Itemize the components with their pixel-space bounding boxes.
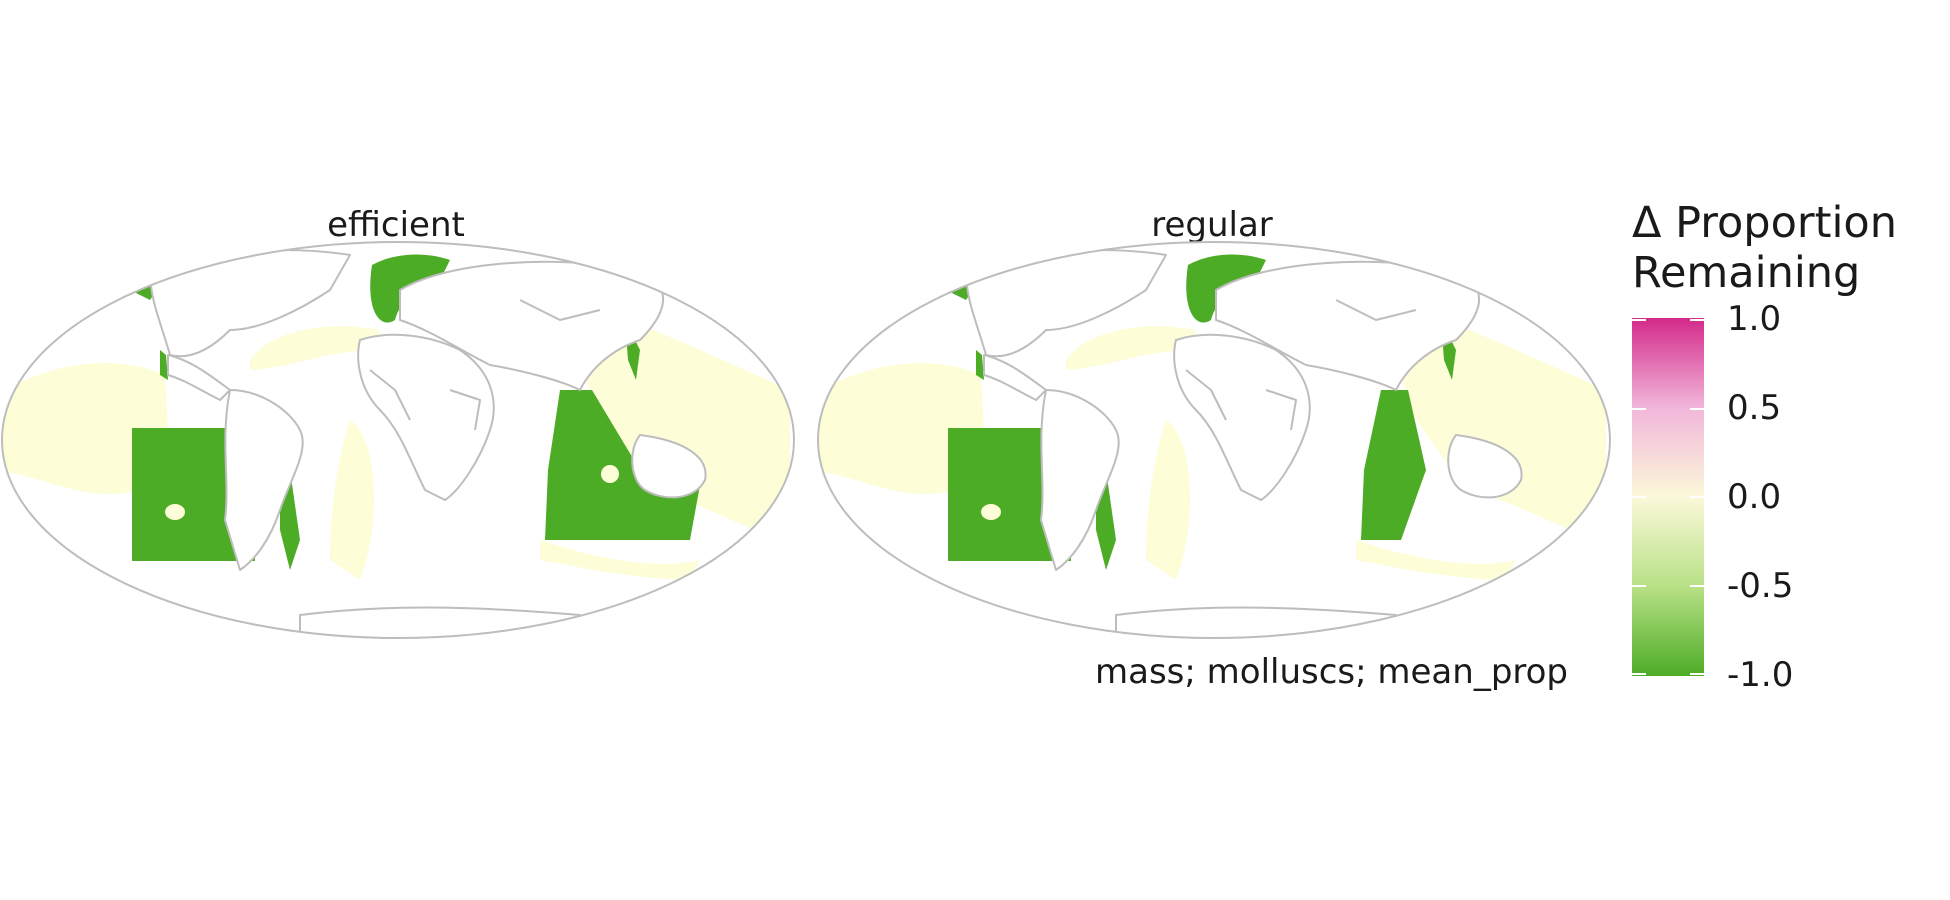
panel-title-regular: regular [1151,205,1273,245]
near-zero-ocean-regions [2,300,790,580]
legend-tick-0: 0.0 [1727,477,1782,517]
legend-title-line1: Δ Proportion [1632,198,1897,248]
map-efficient [1,241,795,639]
near-zero-ocean-regions [818,300,1606,580]
land-masses [149,249,707,638]
map-regular [817,241,1611,639]
legend-tick-neg-1: -1.0 [1727,655,1794,695]
panel-title-efficient: efficient [327,205,465,245]
map-caption: mass; molluscs; mean_prop [1095,652,1569,692]
legend-title: Δ Proportion Remaining [1632,198,1897,298]
legend-title-line2: Remaining [1632,248,1861,298]
legend-tick-1: 1.0 [1727,299,1782,339]
legend-tick-neg-0-5: -0.5 [1727,566,1794,606]
legend-colorbar [1632,318,1704,676]
legend-tick-0-5: 0.5 [1727,388,1782,428]
land-masses [965,249,1523,638]
